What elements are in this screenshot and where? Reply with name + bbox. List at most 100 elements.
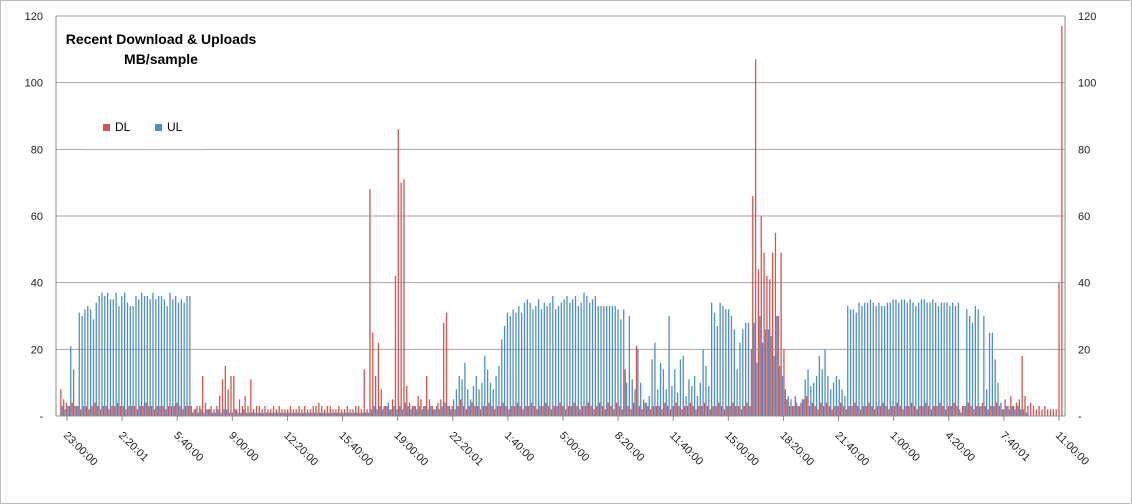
ul-bar bbox=[268, 412, 270, 416]
ul-bar bbox=[682, 356, 684, 416]
dl-bar bbox=[258, 406, 260, 416]
x-tick-label: 7:40:01 bbox=[998, 430, 1032, 464]
dl-bar bbox=[91, 406, 93, 416]
ul-bar bbox=[384, 406, 387, 416]
ul-bar bbox=[1020, 409, 1022, 416]
ul-bar bbox=[818, 356, 821, 416]
ul-bar bbox=[512, 309, 514, 416]
dl-bar bbox=[607, 402, 609, 416]
ul-bar bbox=[603, 306, 605, 416]
dl-bar bbox=[973, 409, 975, 416]
ul-bar bbox=[441, 406, 443, 416]
ul-bar bbox=[966, 309, 968, 416]
ul-bar bbox=[540, 309, 543, 416]
dl-bar bbox=[153, 409, 156, 416]
ul-bar bbox=[243, 409, 245, 416]
dl-bar bbox=[723, 409, 726, 416]
dl-bar bbox=[913, 406, 916, 416]
dl-bar bbox=[278, 406, 280, 416]
ul-bar bbox=[345, 412, 347, 416]
dl-bar bbox=[196, 406, 198, 416]
ul-bar bbox=[796, 402, 798, 416]
ul-bar bbox=[158, 296, 160, 416]
dl-bar bbox=[669, 409, 672, 416]
ul-bar bbox=[900, 299, 903, 416]
ul-bar bbox=[294, 412, 296, 416]
ul-bar bbox=[781, 376, 784, 416]
dl-bar bbox=[993, 406, 995, 416]
dl-bar bbox=[179, 406, 181, 416]
ul-bar bbox=[784, 389, 787, 416]
ul-bar bbox=[674, 369, 676, 416]
ul-bar bbox=[574, 296, 577, 416]
dl-bar bbox=[182, 409, 184, 416]
ul-bar bbox=[424, 406, 426, 416]
y-tick-label-left: - bbox=[39, 411, 43, 423]
subtitle-line: MB/sample bbox=[124, 51, 198, 67]
ul-bar bbox=[226, 409, 228, 416]
dl-bar bbox=[655, 406, 657, 416]
ul-bar bbox=[194, 409, 197, 416]
dl-bar bbox=[204, 402, 207, 416]
dl-bar bbox=[131, 406, 133, 416]
dl-bar bbox=[230, 376, 232, 416]
dl-bar bbox=[511, 406, 513, 416]
x-tick-label: 9:00:00 bbox=[226, 430, 260, 464]
dl-bar bbox=[959, 409, 961, 416]
dl-bar bbox=[355, 406, 357, 416]
dl-bar bbox=[224, 366, 226, 416]
ul-bar bbox=[835, 376, 838, 416]
dl-bar bbox=[528, 406, 530, 416]
ul-bar bbox=[223, 409, 225, 416]
ul-bar bbox=[753, 322, 755, 416]
x-tick-label: 2:20:01 bbox=[116, 430, 150, 464]
ul-bar bbox=[469, 399, 472, 416]
ul-bar bbox=[399, 406, 401, 416]
ul-bar bbox=[620, 319, 622, 416]
ul-bar bbox=[484, 356, 486, 416]
dl-bar bbox=[998, 406, 1001, 416]
ul-bar bbox=[705, 366, 707, 416]
dl-bar bbox=[460, 399, 462, 416]
dl-bar bbox=[380, 389, 382, 416]
x-tick-label: 15:40:00 bbox=[336, 430, 375, 469]
dl-bar bbox=[644, 402, 646, 416]
ul-bar bbox=[160, 296, 163, 416]
ul-bar bbox=[716, 326, 718, 416]
ul-bar bbox=[452, 399, 455, 416]
dl-bar bbox=[967, 402, 969, 416]
y-axis-left-ticks: - 20 40 60 80 100 120 bbox=[25, 11, 44, 423]
dl-bar bbox=[840, 402, 842, 416]
dl-bar bbox=[298, 406, 300, 416]
ul-bar bbox=[946, 302, 948, 416]
ul-bar bbox=[492, 389, 494, 416]
legend-label-ul: UL bbox=[167, 120, 183, 134]
legend-item-ul: UL bbox=[155, 120, 182, 134]
dl-bar bbox=[346, 406, 348, 416]
ul-bar bbox=[234, 409, 236, 416]
dl-bar bbox=[148, 406, 150, 416]
dl-bar bbox=[394, 276, 397, 416]
dl-bar bbox=[715, 406, 717, 416]
ul-bar bbox=[1017, 406, 1019, 416]
dl-bar bbox=[831, 409, 833, 416]
dl-bar bbox=[797, 406, 799, 416]
ul-bar bbox=[532, 309, 534, 416]
ul-bar bbox=[475, 376, 477, 416]
ul-bar bbox=[461, 379, 463, 416]
dl-bar bbox=[428, 399, 431, 416]
dl-bar bbox=[77, 406, 79, 416]
dl-bar bbox=[970, 406, 972, 416]
ul-bar bbox=[679, 359, 682, 416]
dl-bar bbox=[650, 409, 652, 416]
ul-bar bbox=[237, 412, 239, 416]
dl-bar bbox=[482, 406, 485, 416]
ul-bar bbox=[591, 299, 594, 416]
dl-bar bbox=[811, 402, 813, 416]
dl-bar bbox=[513, 406, 516, 416]
dl-bar bbox=[145, 402, 147, 416]
ul-bar bbox=[214, 412, 217, 416]
dl-bar bbox=[658, 406, 660, 416]
ul-bar bbox=[569, 302, 571, 416]
dl-bar bbox=[201, 376, 204, 416]
